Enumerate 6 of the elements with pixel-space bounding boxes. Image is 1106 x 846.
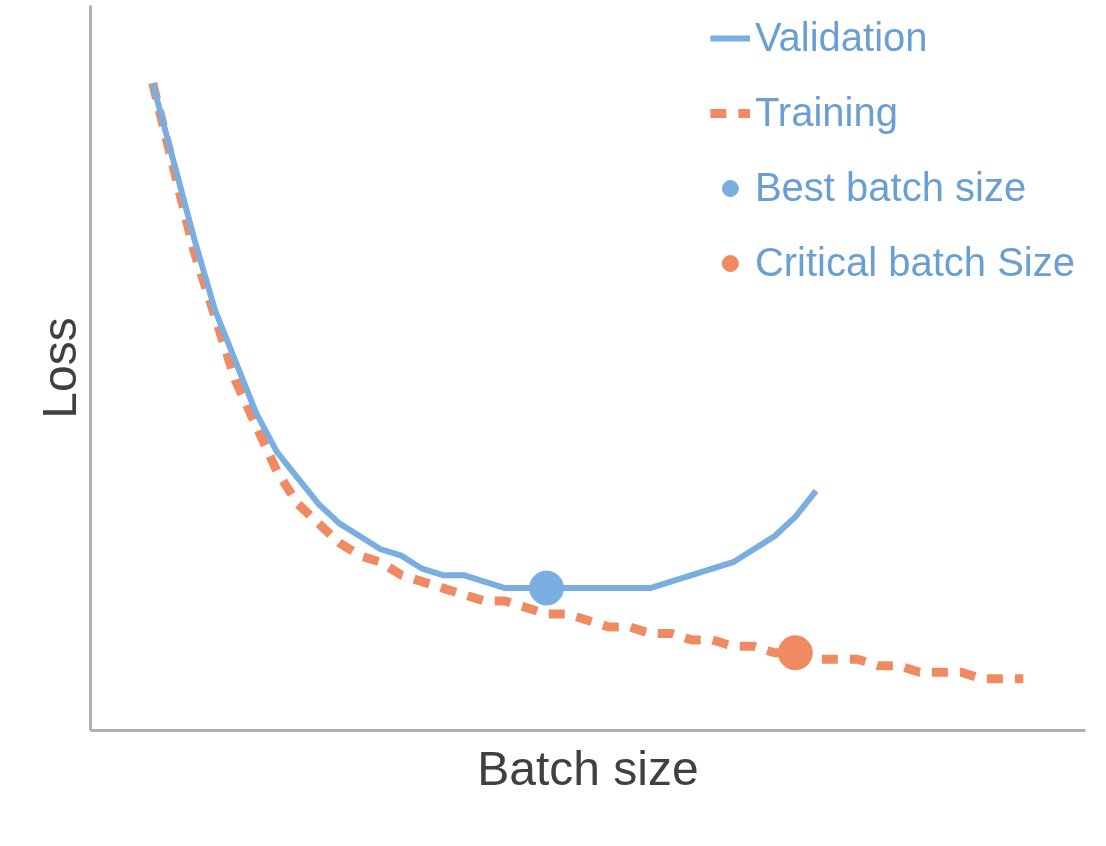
y-axis-title: Loss	[32, 317, 86, 419]
x-axis-title: Batch size	[477, 741, 699, 795]
legend-label: Training	[754, 90, 898, 135]
legend-label: Best batch size	[754, 165, 1027, 210]
legend-label: Critical batch Size	[754, 240, 1075, 285]
legend-label: Validation	[754, 15, 928, 60]
